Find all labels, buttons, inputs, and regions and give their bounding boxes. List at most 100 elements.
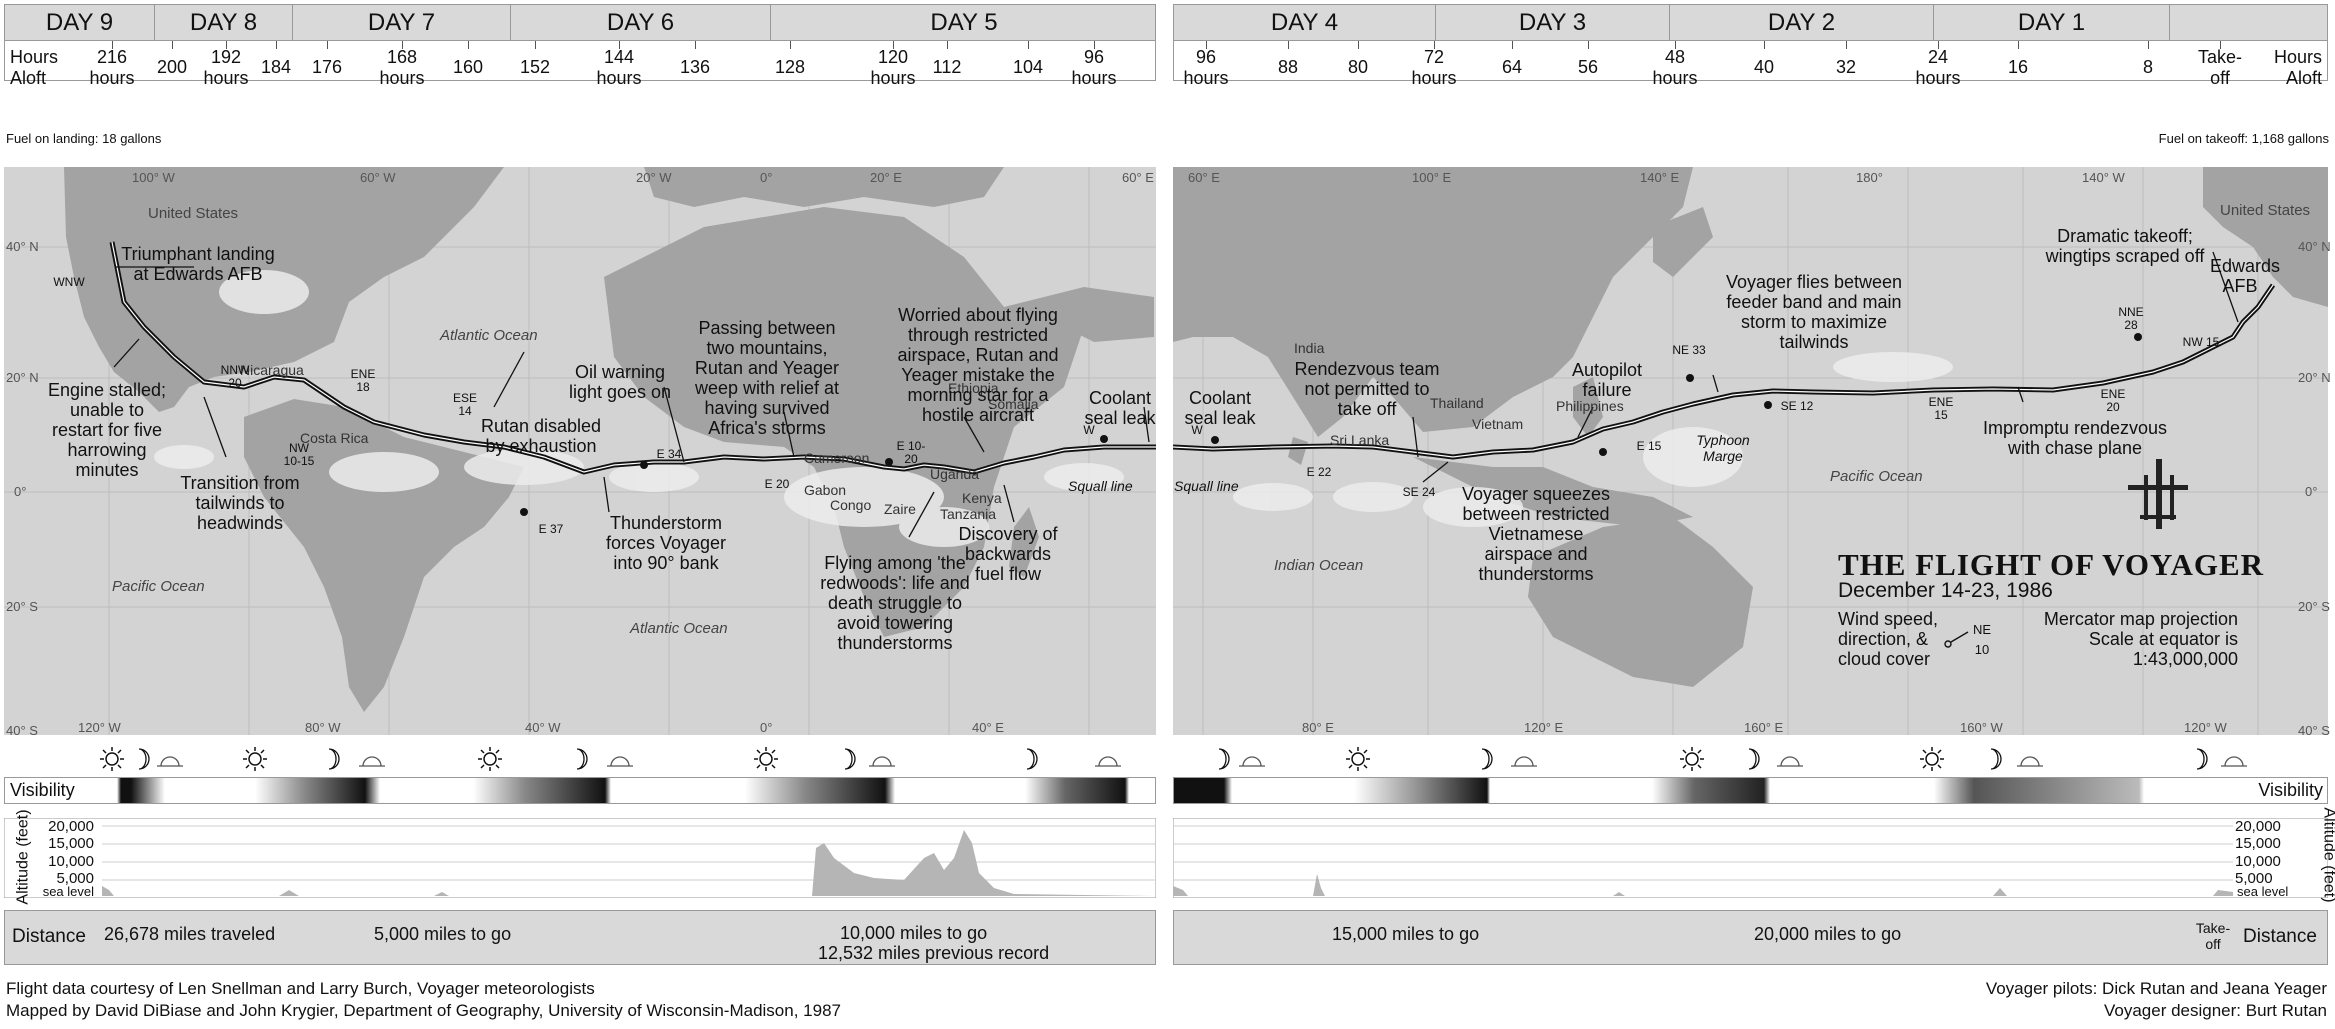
sun-icon <box>100 747 124 771</box>
wind-se-24: SE 24 <box>1402 485 1436 499</box>
hours-left-tick: 104 <box>1012 57 1044 77</box>
distance-label-right: Distance <box>2243 926 2317 947</box>
alt-5000-left: 5,000 <box>56 870 94 887</box>
hours-row-right <box>1173 41 2328 81</box>
lat-20s-right: 20° S <box>2298 599 2330 614</box>
lat-40s-right: 40° S <box>2298 723 2330 738</box>
wind-e-15: E 15 <box>1636 439 1662 453</box>
country-philippines: Philippines <box>1556 398 1624 414</box>
sun-icon <box>1920 747 1944 771</box>
lon-80w-b: 80° W <box>305 720 341 735</box>
lat-20n-left: 20° N <box>6 370 39 385</box>
credit-data: Flight data courtesy of Len Snellman and… <box>6 979 595 998</box>
country-sri-lanka: Sri Lanka <box>1330 432 1390 448</box>
wind-e-37: E 37 <box>538 522 564 536</box>
credit-mapped: Mapped by David DiBiase and John Krygier… <box>6 1001 841 1020</box>
hours-aloft-label-right: Hours Aloft <box>2273 47 2322 88</box>
moon-icon <box>328 748 340 770</box>
region-pacific-2: Pacific Ocean <box>1830 468 1923 485</box>
sun-icon <box>1346 747 1370 771</box>
wind-ese-14: ESE 14 <box>452 391 477 418</box>
annotation-redwoods: Flying among 'the redwoods': life and de… <box>820 553 970 653</box>
lon-60e-r: 60° E <box>1188 170 1220 185</box>
country-tanzania: Tanzania <box>940 506 997 522</box>
squall-line-2: Squall line <box>1174 478 1239 494</box>
wind-w-right: W <box>1191 423 1203 437</box>
annotation-rutan-disabled: Rutan disabled by exhaustion <box>480 416 602 456</box>
annotation-two-mountains: Passing between two mountains, Rutan and… <box>694 318 840 438</box>
hours-left-tick: 160 <box>452 57 484 77</box>
annotation-impromptu: Impromptu rendezvous with chase plane <box>1982 418 2168 458</box>
wind-e-10-20: E 10-20 <box>896 439 926 466</box>
annotation-autopilot: Autopilot failure <box>1572 360 1643 400</box>
hours-left-tick: 216 hours <box>89 47 135 88</box>
day-5: DAY 5 <box>930 8 998 36</box>
legend-label: Wind speed, direction, & cloud cover <box>1838 609 1939 669</box>
moon-icon <box>1748 748 1760 770</box>
wind-nw-15: NW 15 <box>2182 335 2220 349</box>
moon-icon <box>1218 748 1230 770</box>
annotation-dramatic-takeoff: Dramatic takeoff; wingtips scraped off <box>2045 226 2205 266</box>
lon-160w-b: 160° W <box>1960 720 2003 735</box>
region-atlantic-1: Atlantic Ocean <box>440 327 538 344</box>
sunrise-icon <box>2221 756 2247 767</box>
sunrise-icon <box>1511 756 1537 767</box>
wind-nnw-20: NNW 20 <box>220 363 250 390</box>
lon-140e-r: 140° E <box>1640 170 1680 185</box>
hours-right-tick: 48 hours <box>1652 47 1698 88</box>
fuel-takeoff: Fuel on takeoff: 1,168 gallons <box>2158 131 2329 146</box>
hours-right-tick: 72 hours <box>1411 47 1457 88</box>
country-gabon: Gabon <box>804 482 847 498</box>
alt-20000-left: 20,000 <box>48 818 94 835</box>
day-6: DAY 6 <box>511 5 771 40</box>
alt-sea-left: sea level <box>42 884 94 899</box>
asia <box>1173 167 1693 437</box>
sun-icon <box>243 747 267 771</box>
day-0 <box>2170 5 2329 40</box>
moon-icon <box>844 748 856 770</box>
visibility-label-right: Visibility <box>2252 780 2323 801</box>
lon-0-b: 0° <box>760 720 773 735</box>
sunrise-icon <box>2017 756 2043 767</box>
voyager-plane-icon <box>2128 459 2188 529</box>
wind-ene-18: ENE 18 <box>350 367 376 394</box>
lon-20e: 20° E <box>870 170 902 185</box>
alt-5000-right: 5,000 <box>2235 870 2273 887</box>
alt-15000-right: 15,000 <box>2235 835 2281 852</box>
visibility-strip-left <box>4 777 1156 804</box>
typhoon-marge: Typhoon Marge <box>1696 432 1750 464</box>
lon-60e: 60° E <box>1122 170 1154 185</box>
region-pacific-1: Pacific Ocean <box>112 578 205 595</box>
day-2: DAY 2 <box>1670 5 1934 40</box>
moon-icon <box>1990 748 2002 770</box>
lat-0-left: 0° <box>14 484 27 499</box>
altitude-axis-right: 20,000 15,000 10,000 5,000 sea level Alt… <box>2233 807 2335 902</box>
sun-icon <box>478 747 502 771</box>
lon-120w-b: 120° W <box>78 720 121 735</box>
lon-40w-b: 40° W <box>525 720 561 735</box>
wind-se-12: SE 12 <box>1780 399 1814 413</box>
day-1: DAY 1 <box>1934 5 2170 40</box>
region-indian: Indian Ocean <box>1274 557 1364 574</box>
distance-10000: 10,000 miles to go <box>840 923 988 943</box>
hours-left-tick: 120 hours <box>870 47 916 88</box>
projection: Mercator map projection <box>2043 609 2238 629</box>
day-7: DAY 7 <box>293 5 511 40</box>
sunrise-icon <box>1095 756 1121 767</box>
sun-icon <box>1680 747 1704 771</box>
north-america-right <box>2203 167 2328 307</box>
annotation-feeder-band: Voyager flies between feeder band and ma… <box>1725 272 1903 352</box>
hours-aloft-label-left: Hours Aloft <box>10 47 59 88</box>
annotation-vietnamese-airspace: Voyager squeezes between restricted Viet… <box>1461 484 1611 584</box>
moon-icon <box>1481 748 1493 770</box>
hours-left-tick: 184 <box>260 57 292 77</box>
sunrise-icon <box>1239 756 1265 767</box>
hours-right-tick: 56 <box>1577 57 1599 77</box>
country-cameroon: Cameroon <box>804 450 870 466</box>
distance-takeoff: Take-off <box>2195 920 2231 952</box>
wind-nw-10-15: NW 10-15 <box>283 441 315 468</box>
hours-left-tick: 152 <box>519 57 551 77</box>
hours-right-tick: 16 <box>2007 57 2029 77</box>
annotation-morning-star: Worried about flying through restricted … <box>897 305 1059 425</box>
country-congo: Congo <box>830 497 872 513</box>
